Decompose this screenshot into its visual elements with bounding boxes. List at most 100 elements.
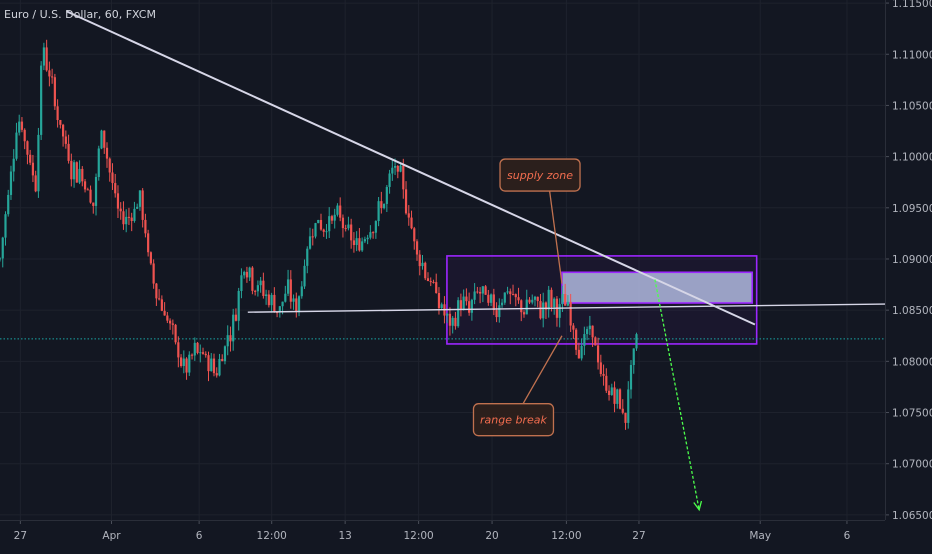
candle-body: [64, 136, 67, 144]
candle-body: [9, 171, 13, 195]
candle-body: [624, 412, 627, 423]
candle-body: [251, 267, 254, 291]
candle-body: [163, 310, 166, 316]
candle-body: [377, 201, 380, 222]
candle-body: [105, 147, 109, 159]
candle-body: [421, 262, 424, 267]
candle-body: [542, 302, 545, 319]
candle-body: [12, 158, 15, 172]
candle-body: [223, 346, 227, 362]
candle-body: [284, 293, 287, 302]
price-tick-label: 1.10500: [892, 100, 932, 112]
candle-body: [174, 324, 177, 343]
price-tick-label: 1.06500: [892, 510, 932, 522]
candle-body: [210, 358, 213, 372]
symbol-title[interactable]: Euro / U.S. Dollar, 60, FXCM: [4, 8, 156, 21]
candle-body: [45, 47, 48, 71]
candle-body: [489, 294, 493, 303]
trendlines[interactable]: [65, 10, 886, 512]
candle-body: [341, 217, 345, 229]
candle-body: [492, 294, 495, 311]
candle-body: [451, 317, 454, 326]
time-tick-label: 27: [14, 530, 27, 542]
callout-pointer: [548, 190, 563, 284]
candle-body: [100, 130, 103, 149]
candle-body: [575, 329, 578, 350]
trendline-range-midline[interactable]: [247, 303, 886, 313]
candle-body: [262, 280, 265, 296]
candle-body: [136, 206, 139, 209]
candle-body: [385, 186, 388, 204]
candle-body: [114, 183, 117, 194]
candle-body: [168, 320, 172, 324]
candle-body: [429, 281, 432, 283]
time-axis-border: [0, 520, 885, 521]
candle-body: [539, 301, 542, 319]
time-axis[interactable]: 27 Apr 6 12:00 13 12:00 20 12:00 27 May 6: [14, 520, 851, 542]
trendline-descending[interactable]: [65, 10, 756, 326]
candle-body: [286, 279, 290, 294]
candle-body: [440, 304, 443, 309]
price-tick-label: 1.09000: [892, 254, 932, 266]
candle-body: [613, 387, 616, 404]
candle-body: [599, 362, 602, 374]
candle-body: [454, 317, 457, 327]
candle-body: [4, 214, 7, 238]
candle-body: [314, 223, 317, 237]
candle-body: [152, 263, 155, 284]
candle-body: [528, 299, 531, 303]
candle-body: [336, 205, 339, 215]
candle-body: [278, 306, 281, 313]
candle-body: [254, 290, 257, 292]
candle-body: [399, 165, 402, 172]
time-tick-label: 20: [485, 530, 498, 542]
callout-box: [472, 403, 555, 437]
candle-body: [7, 194, 10, 215]
candle-body: [125, 216, 128, 225]
candle-body: [34, 175, 37, 192]
candle-body: [465, 296, 468, 302]
candle-body: [522, 312, 526, 315]
candle-body: [602, 373, 605, 376]
candle-body: [300, 286, 303, 297]
candle-body: [547, 289, 550, 310]
candle-body: [415, 241, 419, 255]
candle-body: [487, 294, 490, 303]
candle-body: [536, 296, 539, 302]
candle-body: [171, 323, 174, 325]
candle-body: [190, 354, 194, 356]
price-axis-border: [885, 0, 886, 520]
projection-arrow-head: [693, 500, 703, 512]
candle-body: [265, 294, 268, 296]
time-tick-label: 12:00: [257, 530, 287, 542]
candle-body: [437, 293, 441, 309]
price-axis[interactable]: 1.11500 1.11000 1.10500 1.10000 1.09500 1.090…: [885, 0, 932, 522]
candle-body: [319, 219, 323, 230]
candle-body: [179, 357, 183, 366]
supply-zone: [561, 271, 754, 304]
candle-body: [42, 47, 45, 66]
candle-body: [432, 281, 435, 283]
annotations: supply zone range break: [472, 158, 581, 437]
candle-body: [215, 373, 218, 376]
candle-body: [26, 141, 29, 155]
candle-body: [0, 258, 2, 260]
candle-body: [388, 173, 391, 187]
price-tick-label: 1.07000: [892, 459, 932, 471]
candle-body: [226, 335, 229, 347]
price-tick-label: 1.08500: [892, 305, 932, 317]
candle-body: [29, 154, 32, 163]
candle-body: [350, 224, 353, 241]
candle-body: [295, 298, 298, 312]
candle-body: [133, 208, 136, 221]
candle-body: [72, 162, 76, 180]
candle-body: [635, 334, 638, 349]
candle-body: [196, 342, 199, 353]
candle-body: [374, 221, 377, 233]
candle-body: [330, 216, 334, 221]
candle-body: [138, 190, 142, 207]
candle-body: [448, 313, 452, 326]
callout-pointer: [522, 335, 563, 405]
